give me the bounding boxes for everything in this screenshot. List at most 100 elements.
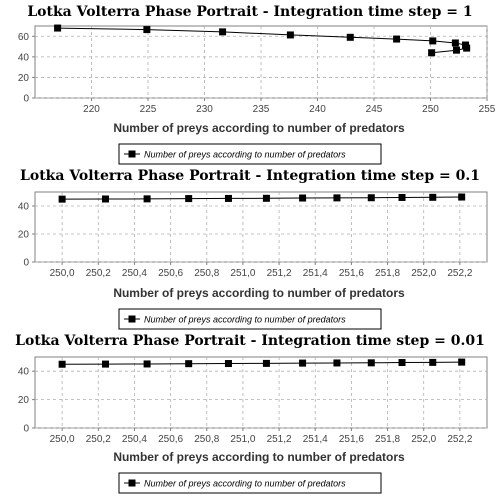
chart-title: Lotka Volterra Phase Portrait - Integrat… <box>20 168 480 184</box>
x-tick-label: 251,6 <box>339 268 364 279</box>
data-point <box>458 358 466 366</box>
data-point <box>333 194 341 202</box>
data-point <box>185 360 193 368</box>
x-tick-label: 250,2 <box>86 434 111 445</box>
plot-area <box>34 356 488 429</box>
x-tick-label: 251,6 <box>339 434 364 445</box>
x-tick-label: 250,6 <box>158 434 183 445</box>
chart-2: Lotka Volterra Phase Portrait - Integrat… <box>18 168 488 330</box>
data-point <box>398 359 406 367</box>
data-point <box>458 193 466 201</box>
x-tick-label: 252,2 <box>447 434 472 445</box>
x-tick-label: 250,4 <box>122 268 147 279</box>
data-point <box>367 359 375 367</box>
y-tick-label: 40 <box>18 202 30 213</box>
x-tick-label: 250,0 <box>50 268 75 279</box>
x-tick-label: 250,2 <box>86 268 111 279</box>
y-tick-label: 60 <box>18 32 30 43</box>
legend-entry-label: Number of preys according to number of p… <box>144 479 346 489</box>
x-tick-label: 250 <box>422 104 439 115</box>
legend-marker-swatch <box>128 315 136 323</box>
data-point <box>299 359 307 367</box>
data-point <box>346 33 354 41</box>
x-tick-label: 220 <box>83 104 100 115</box>
legend-box <box>118 308 382 330</box>
data-point <box>143 26 151 34</box>
x-tick-label: 251,8 <box>375 268 400 279</box>
series-line <box>62 196 462 200</box>
data-point <box>398 193 406 201</box>
series-line <box>62 361 462 365</box>
data-point <box>262 194 270 202</box>
x-tick-label: 251,4 <box>303 434 328 445</box>
x-tick-label: 251,0 <box>230 268 255 279</box>
data-point <box>429 358 437 366</box>
x-tick-label: 251,0 <box>230 434 255 445</box>
x-tick-label: 250,6 <box>158 268 183 279</box>
chart-title: Lotka Volterra Phase Portrait - Integrat… <box>27 4 472 20</box>
data-point <box>451 39 459 47</box>
data-point <box>299 194 307 202</box>
y-tick-label: 20 <box>18 73 30 84</box>
chart-3: Lotka Volterra Phase Portrait - Integrat… <box>15 333 488 494</box>
y-tick-label: 40 <box>18 52 30 63</box>
legend-marker-swatch <box>128 479 136 487</box>
data-point <box>452 46 460 54</box>
data-point <box>367 194 375 202</box>
data-point <box>58 360 66 368</box>
y-tick-label: 0 <box>23 258 29 269</box>
x-tick-label: 252,0 <box>411 434 436 445</box>
x-tick-label: 251,2 <box>267 268 292 279</box>
data-point <box>463 44 471 52</box>
data-point <box>333 359 341 367</box>
x-tick-label: 240 <box>309 104 326 115</box>
data-point <box>102 360 110 368</box>
data-point <box>286 31 294 39</box>
x-axis-label: Number of preys according to number of p… <box>113 121 405 135</box>
x-tick-label: 252,2 <box>447 268 472 279</box>
data-point <box>224 360 232 368</box>
legend-entry-label: Number of preys according to number of p… <box>144 315 346 325</box>
legend-marker-swatch <box>128 150 136 158</box>
x-tick-label: 230 <box>196 104 213 115</box>
legend-box <box>118 472 382 494</box>
plot-area <box>34 191 488 263</box>
x-tick-label: 250,8 <box>194 268 219 279</box>
legend: Number of preys according to number of p… <box>118 472 382 494</box>
data-point <box>428 49 436 57</box>
x-tick-label: 251,2 <box>267 434 292 445</box>
x-tick-label: 225 <box>140 104 157 115</box>
x-axis-label: Number of preys according to number of p… <box>113 286 405 300</box>
x-tick-label: 235 <box>253 104 270 115</box>
data-point <box>143 195 151 203</box>
x-tick-label: 251,4 <box>303 268 328 279</box>
x-tick-label: 245 <box>366 104 383 115</box>
x-axis-label: Number of preys according to number of p… <box>113 450 405 464</box>
y-tick-label: 0 <box>23 424 29 435</box>
data-point <box>185 195 193 203</box>
x-tick-label: 250,4 <box>122 434 147 445</box>
x-tick-label: 251,8 <box>375 434 400 445</box>
chart-1: Lotka Volterra Phase Portrait - Integrat… <box>18 4 496 165</box>
legend-box <box>118 143 382 165</box>
x-tick-label: 250,0 <box>50 434 75 445</box>
data-point <box>102 195 110 203</box>
data-point <box>58 195 66 203</box>
chart-title: Lotka Volterra Phase Portrait - Integrat… <box>15 333 485 349</box>
legend: Number of preys according to number of p… <box>118 143 382 165</box>
legend: Number of preys according to number of p… <box>118 308 382 330</box>
y-tick-label: 0 <box>23 94 29 105</box>
y-tick-label: 20 <box>18 230 30 241</box>
y-tick-label: 20 <box>18 395 30 406</box>
data-point <box>224 194 232 202</box>
data-point <box>429 37 437 45</box>
x-tick-label: 250,8 <box>194 434 219 445</box>
data-point <box>219 28 227 36</box>
x-tick-label: 255 <box>479 104 496 115</box>
data-point <box>262 359 270 367</box>
data-point <box>429 193 437 201</box>
data-point <box>393 35 401 43</box>
data-point <box>54 24 62 32</box>
data-point <box>143 360 151 368</box>
